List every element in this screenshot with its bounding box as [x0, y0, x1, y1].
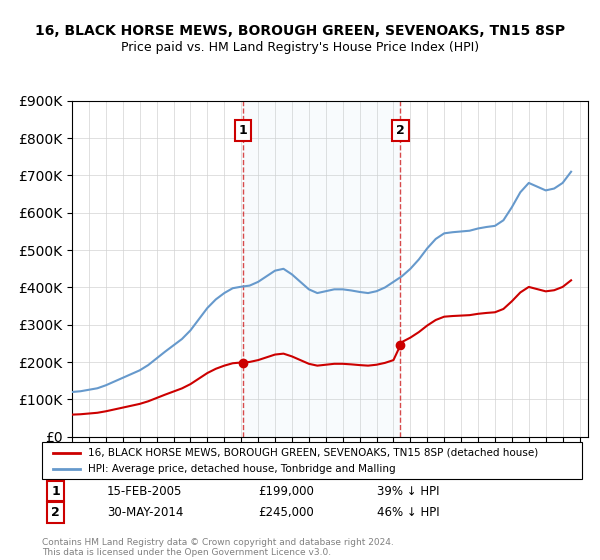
Text: 16, BLACK HORSE MEWS, BOROUGH GREEN, SEVENOAKS, TN15 8SP (detached house): 16, BLACK HORSE MEWS, BOROUGH GREEN, SEV… [88, 447, 538, 458]
Text: 1: 1 [51, 484, 60, 498]
Text: 2: 2 [51, 506, 60, 519]
Text: 46% ↓ HPI: 46% ↓ HPI [377, 506, 439, 519]
FancyBboxPatch shape [42, 442, 582, 479]
Bar [243, 101, 400, 437]
Text: 16, BLACK HORSE MEWS, BOROUGH GREEN, SEVENOAKS, TN15 8SP: 16, BLACK HORSE MEWS, BOROUGH GREEN, SEV… [35, 24, 565, 38]
Text: 1: 1 [239, 124, 248, 137]
Text: 39% ↓ HPI: 39% ↓ HPI [377, 484, 439, 498]
Text: 30-MAY-2014: 30-MAY-2014 [107, 506, 183, 519]
Text: 15-FEB-2005: 15-FEB-2005 [107, 484, 182, 498]
Text: 2: 2 [396, 124, 405, 137]
Text: HPI: Average price, detached house, Tonbridge and Malling: HPI: Average price, detached house, Tonb… [88, 464, 395, 474]
Text: £199,000: £199,000 [258, 484, 314, 498]
Text: £245,000: £245,000 [258, 506, 314, 519]
Text: Price paid vs. HM Land Registry's House Price Index (HPI): Price paid vs. HM Land Registry's House … [121, 41, 479, 54]
Text: Contains HM Land Registry data © Crown copyright and database right 2024.
This d: Contains HM Land Registry data © Crown c… [42, 538, 394, 557]
